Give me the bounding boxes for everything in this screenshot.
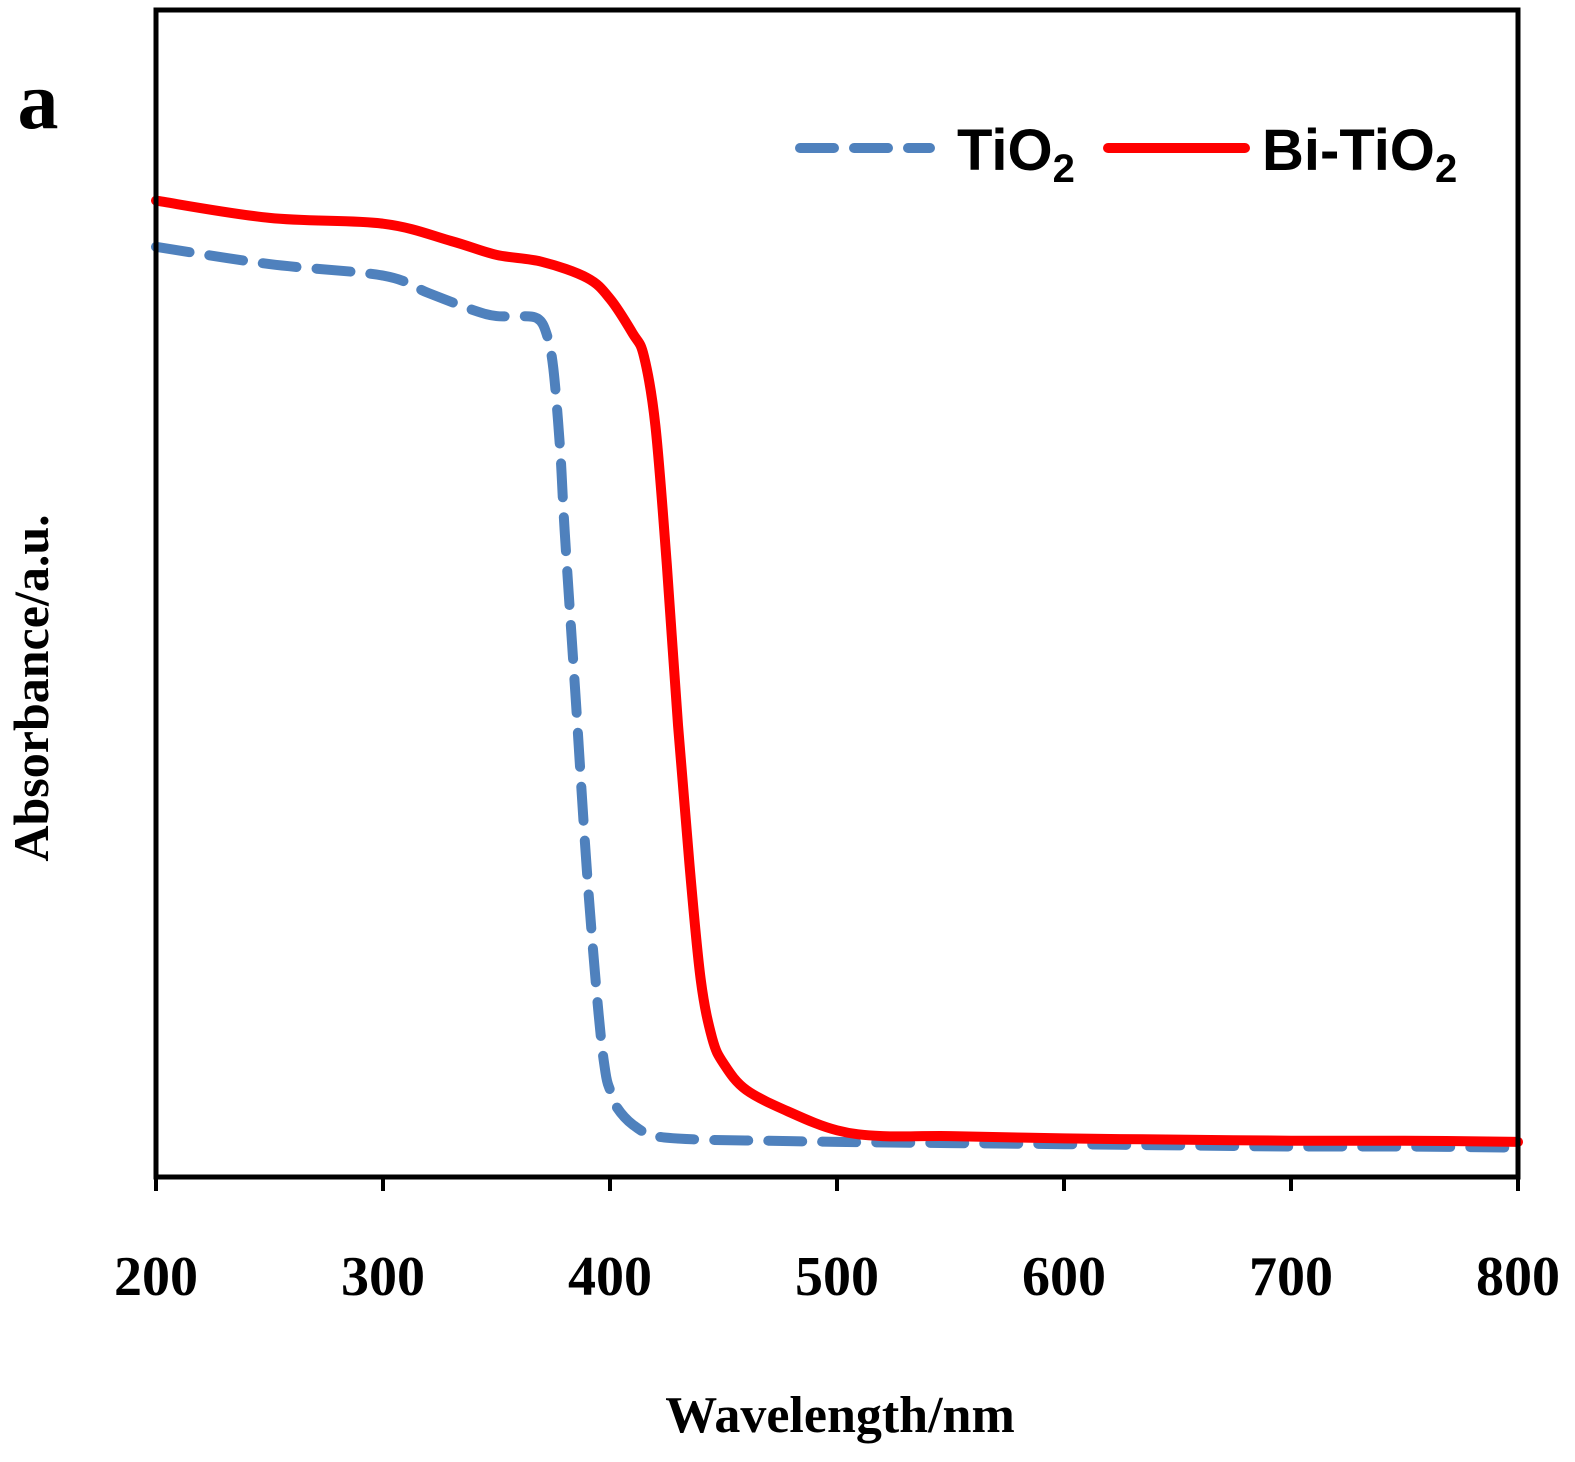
x-axis-label: Wavelength/nm — [665, 1387, 1015, 1444]
series-line-tio2 — [151, 241, 1523, 1153]
x-tick-label: 800 — [1476, 1246, 1560, 1308]
x-tick-label: 600 — [1022, 1246, 1106, 1308]
legend-label-bi-tio2: Bi-TiO2 — [1262, 118, 1457, 191]
x-tick-label: 300 — [341, 1246, 425, 1308]
x-axis-ticks: 200 300 400 500 600 700 800 — [114, 1177, 1560, 1308]
series-layer — [151, 195, 1523, 1153]
legend-label-tio2-main: TiO — [957, 118, 1053, 183]
legend: TiO2 Bi-TiO2 — [795, 118, 1457, 191]
plot-frame — [153, 7, 1521, 1180]
panel-label: a — [18, 55, 59, 146]
x-tick-label: 500 — [795, 1246, 879, 1308]
legend-label-bi-tio2-main: Bi-TiO — [1262, 118, 1435, 183]
legend-label-tio2: TiO2 — [957, 118, 1075, 191]
legend-label-bi-tio2-sub: 2 — [1435, 147, 1457, 191]
series-line-bi-tio2 — [151, 195, 1523, 1147]
x-tick-label: 700 — [1249, 1246, 1333, 1308]
y-axis-label: Absorbance/a.u. — [3, 514, 59, 861]
x-tick-label: 400 — [568, 1246, 652, 1308]
x-tick-label: 200 — [114, 1246, 198, 1308]
legend-label-tio2-sub: 2 — [1053, 147, 1075, 191]
